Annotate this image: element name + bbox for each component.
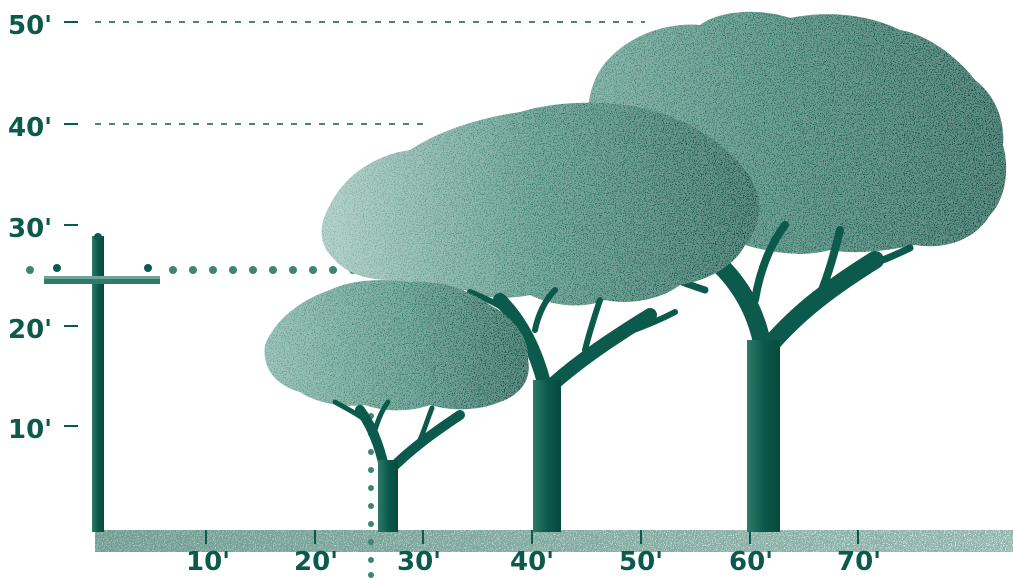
utility-pole xyxy=(44,233,160,532)
y-label-20: 20' xyxy=(8,315,52,345)
x-label-40: 40' xyxy=(510,547,554,577)
x-label-30: 30' xyxy=(397,547,441,577)
tree-medium-trunk xyxy=(533,380,561,532)
insulator-left xyxy=(53,264,61,272)
tree-large-trunk xyxy=(747,340,780,532)
tree-medium xyxy=(321,102,759,532)
tree-small xyxy=(264,280,529,532)
y-label-50: 50' xyxy=(8,11,52,41)
x-label-60: 60' xyxy=(729,547,773,577)
y-axis: 50' 40' 30' 20' 10' xyxy=(8,11,78,445)
x-axis: 10' 20' 30' 40' 50' 60' 70' xyxy=(186,530,881,577)
x-label-70: 70' xyxy=(837,547,881,577)
x-label-50: 50' xyxy=(619,547,663,577)
y-label-30: 30' xyxy=(8,214,52,244)
insulator-right xyxy=(144,264,152,272)
ground xyxy=(95,530,1013,552)
insulator-center xyxy=(94,233,102,241)
x-label-10: 10' xyxy=(186,547,230,577)
pole-crossarm xyxy=(44,276,160,284)
y-label-10: 10' xyxy=(8,415,52,445)
pole-shaft xyxy=(92,236,104,532)
y-label-40: 40' xyxy=(8,113,52,143)
tree-small-trunk xyxy=(378,460,398,532)
x-label-20: 20' xyxy=(294,547,338,577)
